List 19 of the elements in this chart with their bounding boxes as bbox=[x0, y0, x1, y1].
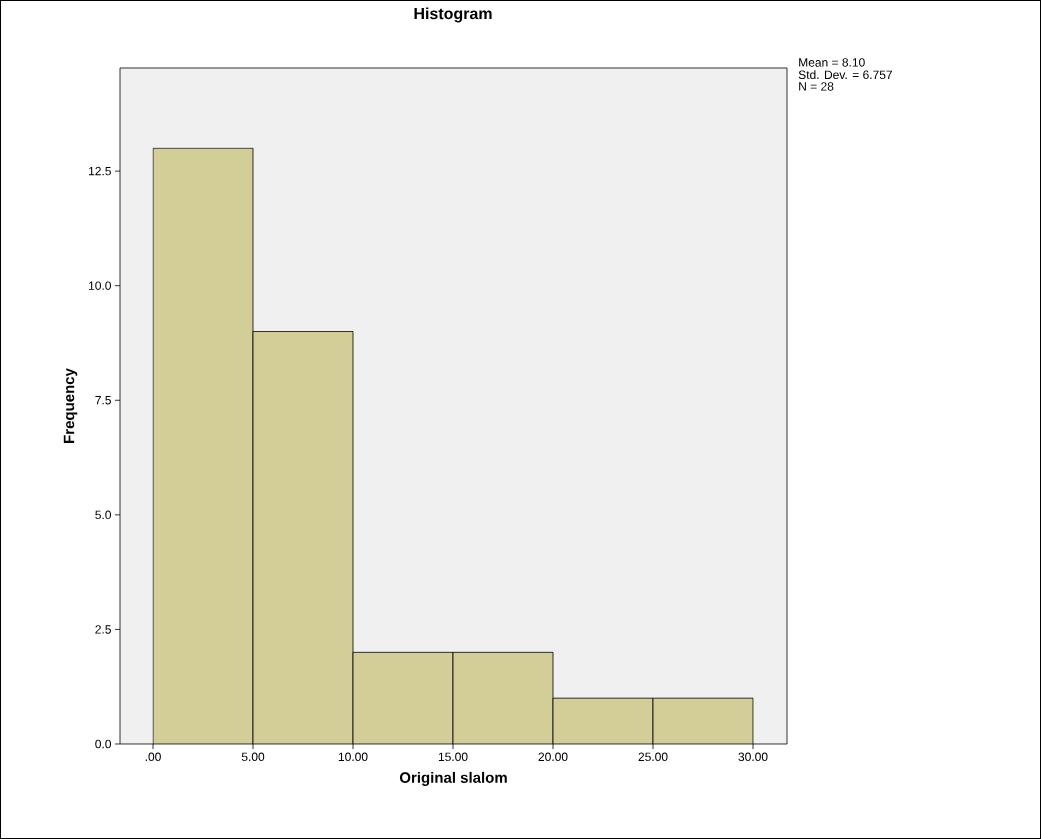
text: Std. Dev. = 6.757 bbox=[798, 70, 892, 79]
x-tick-label: 25.00 bbox=[638, 752, 668, 762]
y-tick-label: 0.0 bbox=[95, 739, 112, 749]
y-axis-title: Frequency bbox=[63, 368, 78, 443]
x-tick-label: 30.00 bbox=[738, 752, 768, 762]
x-tick-label: 15.00 bbox=[438, 752, 468, 762]
chart-title: Histogram bbox=[414, 7, 492, 23]
y-tick-label: 2.5 bbox=[95, 625, 111, 634]
y-tick-label: 7.5 bbox=[95, 396, 111, 405]
text: Mean = 8.10 bbox=[799, 58, 865, 67]
x-tick-label: 10.00 bbox=[338, 752, 368, 762]
x-tick-label: 20.00 bbox=[538, 752, 568, 762]
x-tick-label: .00 bbox=[145, 752, 161, 762]
x-axis-title: Original slalom bbox=[399, 771, 507, 786]
x-tick-label: 5.00 bbox=[241, 752, 265, 762]
y-tick-label: 12.5 bbox=[89, 166, 111, 176]
y-tick-label: 5.0 bbox=[95, 510, 112, 520]
y-tick-label: 10.0 bbox=[89, 281, 112, 290]
text: N = 28 bbox=[799, 82, 834, 91]
